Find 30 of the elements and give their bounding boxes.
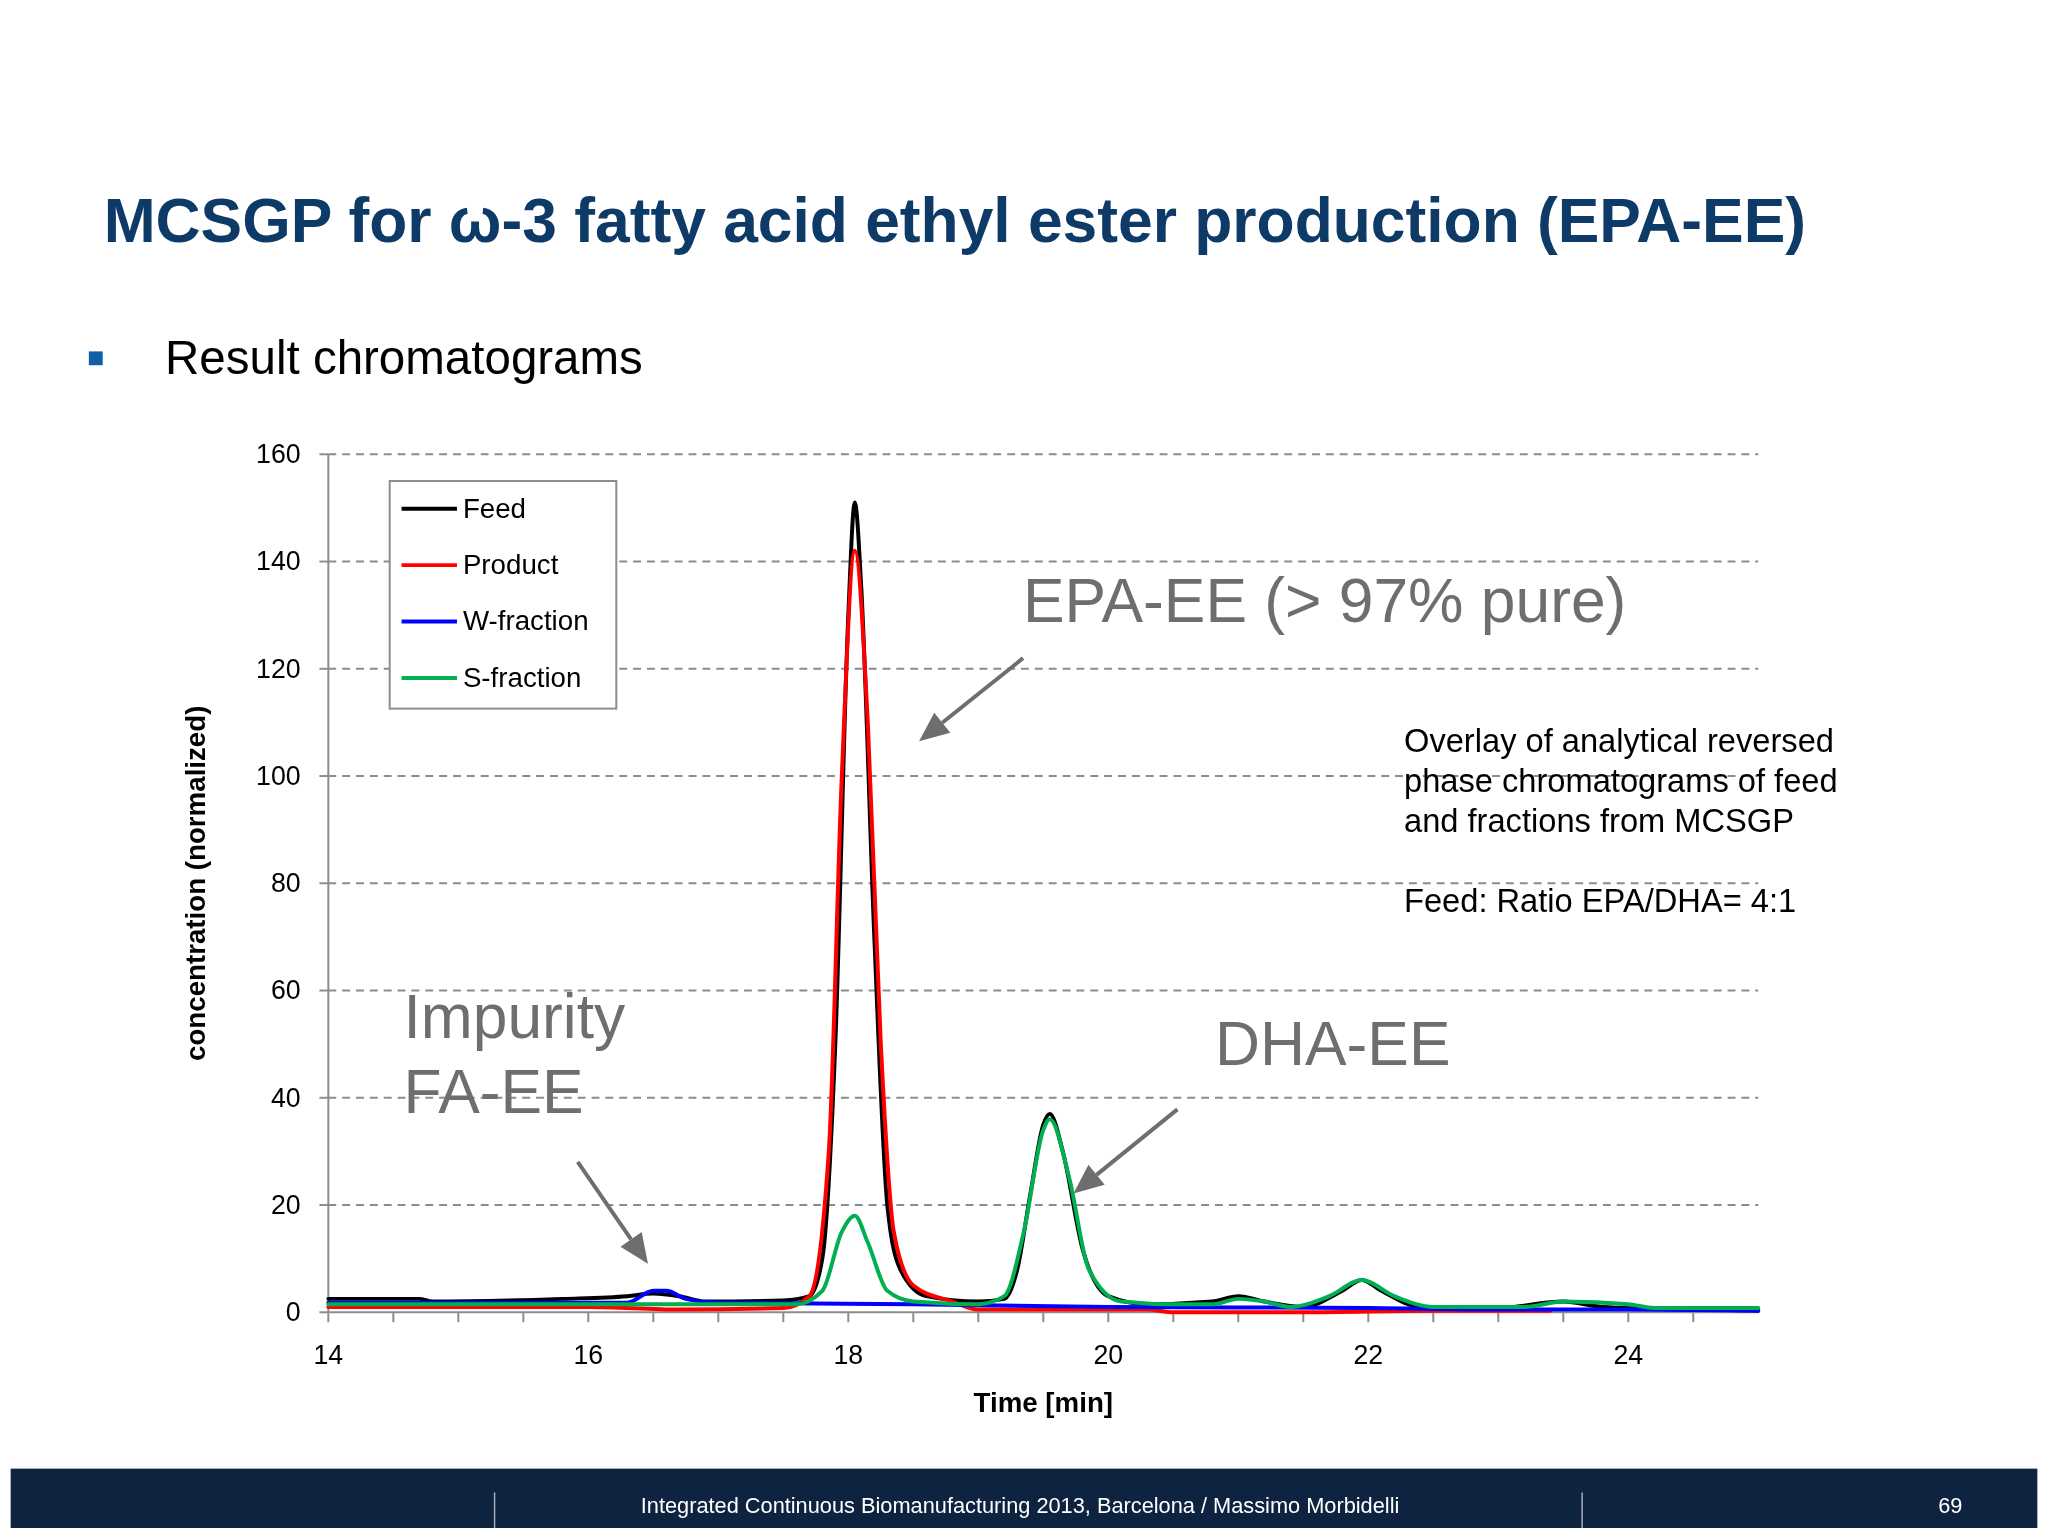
x-tick-label: 18 [833,1339,864,1370]
legend-label: Feed [462,492,527,524]
text: 69 [1938,1493,1963,1519]
annotation: Impurity FA-EE [403,982,627,1127]
y-tick-label: 160 [256,439,301,470]
annotation: EPA-EE (> 97% pure) [1023,565,1627,635]
x-tick-label: 16 [573,1339,604,1370]
legend-label: S-fraction [462,661,582,693]
legend-label: W-fraction [462,605,589,637]
y-tick-label: 80 [270,868,301,899]
x-tick-label: 24 [1613,1339,1644,1370]
text: Integrated Continuous Biomanufacturing 2013, Barcelona / Massimo Morbidelli [640,1493,1400,1519]
chart-subtitle: Result chromatograms [165,331,643,385]
x-tick-label: 20 [1093,1339,1124,1370]
text: Overlay of analytical reversed phase chromatograms of feed and fractions from MCSGP Feed: Ratio EPA/DHA= 4:1 [1404,722,1838,920]
y-tick-label: 60 [270,975,301,1006]
y-axis-title: concentration (normalized) [179,705,211,1061]
legend-label: Product [462,549,559,581]
y-tick-label: 20 [270,1189,301,1220]
x-tick-label: 14 [313,1339,344,1370]
y-tick-label: 100 [256,760,301,791]
y-tick-label: 140 [256,546,301,577]
x-axis-title: Time [min] [973,1387,1114,1419]
annotation: DHA-EE [1214,1008,1451,1078]
y-tick-label: 0 [285,1297,301,1328]
line-series [326,1117,1761,1310]
y-tick-label: 120 [256,653,301,684]
y-tick-label: 40 [270,1082,301,1113]
x-tick-label: 22 [1353,1339,1384,1370]
chart-title: MCSGP for ω-3 fatty acid ethyl ester production (EPA-EE) [103,185,1806,255]
